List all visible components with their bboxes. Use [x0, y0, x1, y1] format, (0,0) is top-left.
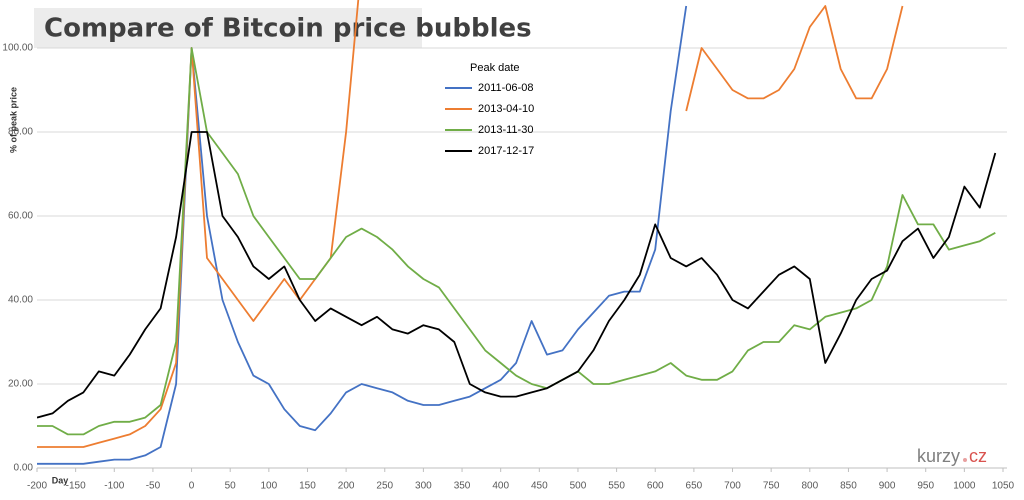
y-tick-label: 0.00 [14, 463, 34, 474]
legend-label: 2013-04-10 [478, 103, 534, 115]
y-tick-label: 60.00 [8, 211, 33, 222]
x-tick-label: 950 [917, 481, 934, 492]
x-tick-label: 150 [299, 481, 316, 492]
y-tick-label: 20.00 [8, 379, 33, 390]
x-tick-label: 1050 [992, 481, 1015, 492]
y-tick-label: 100.00 [2, 43, 33, 54]
x-tick-label: -50 [146, 481, 161, 492]
x-tick-label: 300 [415, 481, 432, 492]
x-axis-label: Day [52, 475, 69, 485]
x-tick-label: 350 [454, 481, 471, 492]
x-tick-label: 550 [608, 481, 625, 492]
x-tick-label: 650 [686, 481, 703, 492]
watermark: cz [969, 446, 987, 466]
series-line [37, 47, 996, 436]
series-line [37, 5, 688, 465]
y-tick-label: 40.00 [8, 295, 33, 306]
x-tick-label: 700 [724, 481, 741, 492]
watermark: kurzy [917, 446, 960, 466]
watermark-dot [963, 458, 967, 462]
series-line [37, 0, 904, 448]
x-tick-label: -200 [27, 481, 47, 492]
x-tick-label: 750 [763, 481, 780, 492]
plot-area [37, 0, 997, 465]
x-tick-label: 900 [879, 481, 896, 492]
series-line [37, 131, 997, 419]
x-tick-label: 600 [647, 481, 664, 492]
chart-title: Compare of Bitcoin price bubbles [44, 14, 532, 44]
x-tick-label: -150 [66, 481, 86, 492]
y-tick-label: 80.00 [8, 127, 33, 138]
x-tick-label: 400 [492, 481, 509, 492]
x-tick-label: 100 [260, 481, 277, 492]
legend-label: 2011-06-08 [478, 82, 533, 94]
x-tick-label: 0 [189, 481, 195, 492]
x-tick-label: 1000 [953, 481, 976, 492]
legend-title: Peak date [470, 62, 520, 74]
x-tick-label: -100 [104, 481, 124, 492]
legend-label: 2013-11-30 [478, 124, 533, 136]
x-tick-label: 50 [225, 481, 237, 492]
x-tick-label: 850 [840, 481, 857, 492]
y-axis-label: % of peak price [8, 87, 18, 153]
x-tick-label: 250 [376, 481, 393, 492]
x-tick-label: 450 [531, 481, 548, 492]
x-tick-label: 200 [338, 481, 355, 492]
x-tick-label: 500 [570, 481, 587, 492]
legend-label: 2017-12-17 [478, 145, 534, 157]
x-tick-label: 800 [801, 481, 818, 492]
